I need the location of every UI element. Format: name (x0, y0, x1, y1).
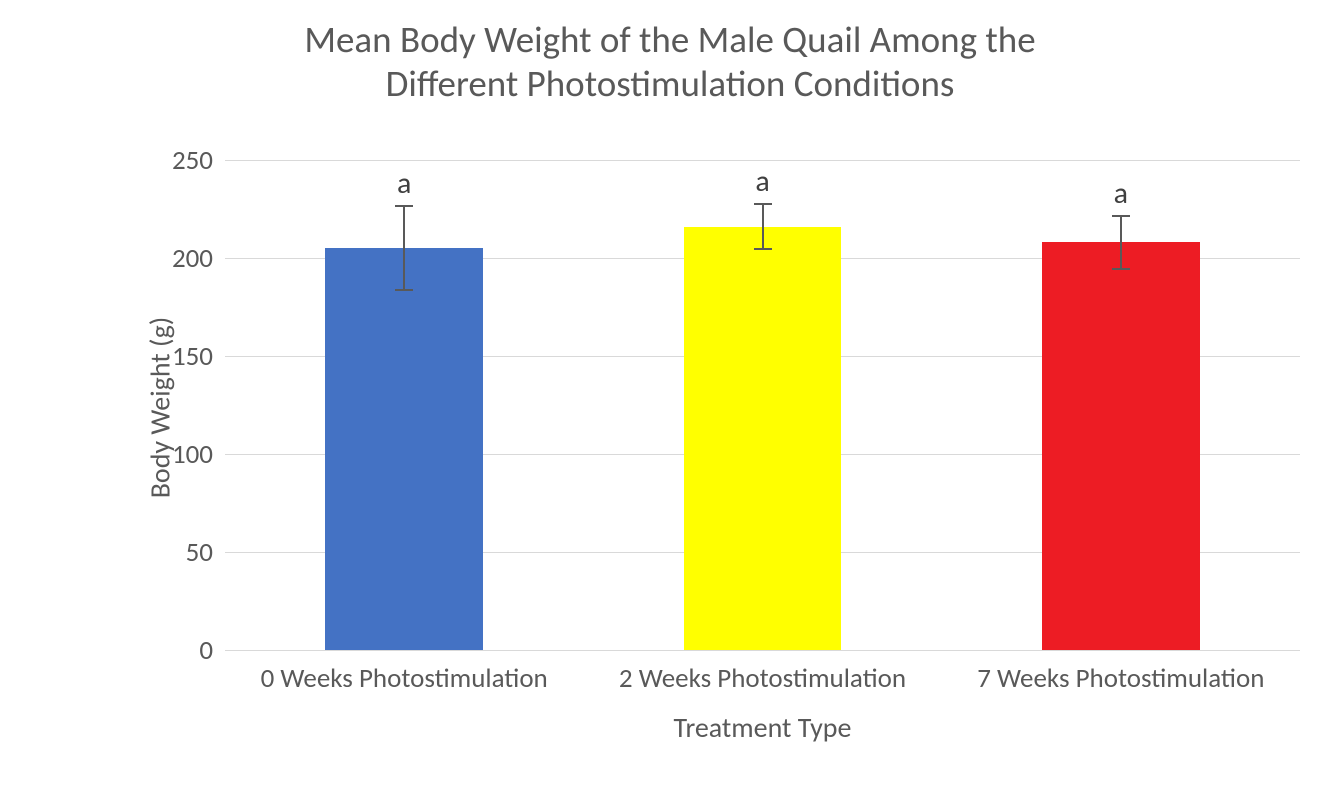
y-tick-label: 200 (133, 242, 213, 275)
error-bar-line (762, 203, 764, 250)
plot-area: aaa (225, 160, 1300, 650)
bar (1042, 242, 1200, 650)
chart-title: Mean Body Weight of the Male Quail Among… (0, 0, 1340, 107)
error-bar-cap (1112, 268, 1130, 270)
sig-label: a (384, 165, 424, 202)
gridline (225, 650, 1300, 651)
y-tick-label: 250 (133, 144, 213, 177)
gridline (225, 160, 1300, 161)
chart-title-line2: Different Photostimulation Conditions (0, 62, 1340, 106)
sig-label: a (1101, 175, 1141, 212)
y-axis-label: Body Weight (g) (143, 308, 178, 508)
error-bar-line (403, 205, 405, 291)
error-bar-cap (395, 205, 413, 207)
x-tick-label: 7 Weeks Photostimulation (942, 662, 1300, 695)
x-axis-label: Treatment Type (225, 710, 1300, 745)
error-bar-cap (754, 203, 772, 205)
x-tick-label: 2 Weeks Photostimulation (583, 662, 941, 695)
x-tick-label: 0 Weeks Photostimulation (225, 662, 583, 695)
error-bar-cap (754, 248, 772, 250)
error-bar-cap (1112, 215, 1130, 217)
bar (684, 227, 842, 650)
sig-label: a (743, 163, 783, 200)
error-bar-cap (395, 289, 413, 291)
chart-container: Mean Body Weight of the Male Quail Among… (0, 0, 1340, 801)
y-tick-label: 50 (133, 536, 213, 569)
bar (325, 248, 483, 650)
y-tick-label: 100 (133, 438, 213, 471)
y-tick-label: 0 (133, 634, 213, 667)
chart-title-line1: Mean Body Weight of the Male Quail Among… (0, 18, 1340, 62)
y-tick-label: 150 (133, 340, 213, 373)
error-bar-line (1120, 215, 1122, 270)
